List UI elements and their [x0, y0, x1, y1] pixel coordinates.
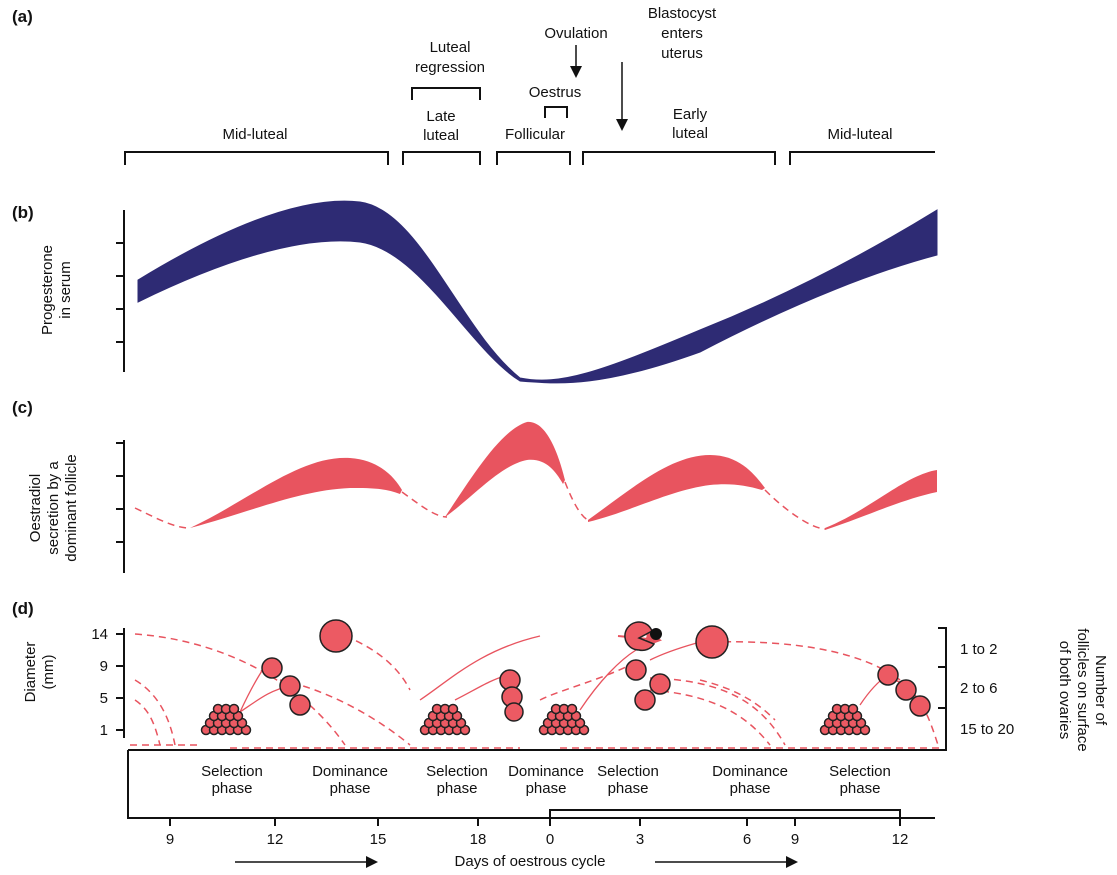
y-tick-label: 5	[100, 690, 108, 707]
x-tick-label: 15	[370, 831, 387, 848]
x-tick-label: 0	[546, 831, 554, 848]
x-tick-label: 6	[743, 831, 751, 848]
phase-label: Mid-luteal	[827, 126, 892, 143]
panel-label: (a)	[12, 7, 33, 26]
count-range: 1 to 2	[960, 641, 998, 658]
event-label: Ovulation	[544, 25, 607, 42]
count-axis	[938, 627, 947, 751]
phase-label: Selection phase	[597, 763, 659, 797]
phase-label: Mid-luteal	[222, 126, 287, 143]
y-tick-label: 14	[91, 626, 108, 643]
phase-label: Selection phase	[829, 763, 891, 797]
y-tick-label: 9	[100, 658, 108, 675]
right-axis-label: of both ovariesfollicles on surfaceNumbe…	[1056, 628, 1109, 751]
phase-label: Selection phase	[201, 763, 263, 797]
stage-brackets	[124, 45, 935, 165]
oestradiol-axis	[116, 440, 125, 573]
follicle-clusters	[200, 703, 871, 736]
count-range: 2 to 6	[960, 680, 998, 697]
phase-label: Late luteal	[423, 108, 459, 144]
x-tick-label: 12	[267, 831, 284, 848]
diameter-axis	[116, 628, 125, 738]
y-axis-label: Progesteronein serum	[39, 245, 74, 335]
progesterone-axis	[116, 210, 125, 372]
x-tick-label: 18	[470, 831, 487, 848]
x-tick-label: 3	[636, 831, 644, 848]
oestradiol-dashes	[134, 481, 826, 530]
panel-label: (d)	[12, 599, 34, 618]
day-axis	[127, 749, 945, 826]
event-label: Blastocyst enters uterus	[648, 5, 717, 62]
x-tick-label: 12	[892, 831, 909, 848]
event-label: Luteal regression	[415, 39, 485, 76]
x-tick-label: 9	[166, 831, 174, 848]
event-label: Oestrus	[529, 84, 582, 101]
phase-label: Dominance phase	[712, 763, 788, 797]
y-axis-label: Oestradiolsecretion by adominant follicl…	[27, 454, 80, 562]
panel-label: (b)	[12, 203, 34, 222]
count-range: 15 to 20	[960, 721, 1014, 738]
phase-label: Follicular	[505, 126, 565, 143]
y-tick-label: 1	[100, 722, 108, 739]
progesterone-band	[137, 200, 938, 384]
phase-label: Dominance phase	[312, 763, 388, 797]
phase-label: Early luteal	[672, 106, 708, 142]
follicles	[261, 619, 931, 722]
follicle-growth-lines	[130, 633, 940, 749]
panel-label: (c)	[12, 398, 33, 417]
phase-label: Dominance phase	[508, 763, 584, 797]
x-tick-label: 9	[791, 831, 799, 848]
y-axis-label: Diameter(mm)	[22, 642, 57, 703]
x-axis-label: Days of oestrous cycle	[455, 853, 606, 870]
phase-label: Selection phase	[426, 763, 488, 797]
oestradiol-bands	[190, 421, 937, 530]
